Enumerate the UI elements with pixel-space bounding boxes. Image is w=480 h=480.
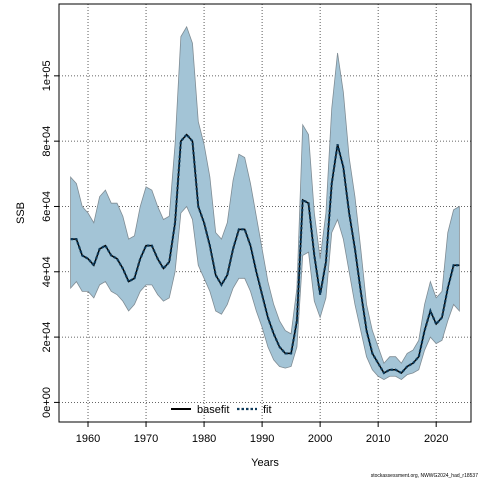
confidence-band xyxy=(70,25,460,381)
legend: basefit fit xyxy=(171,404,272,416)
y-tick-label: 4e+04 xyxy=(41,256,53,287)
series-line-fit xyxy=(70,132,460,375)
plot-frame xyxy=(58,3,472,423)
y-tick-label: 0e+00 xyxy=(41,387,53,418)
x-axis-title: Years xyxy=(251,457,279,469)
y-axis: 0e+00 2e+04 4e+04 6e+04 8e+04 1e+05 xyxy=(41,60,59,418)
footer-credit: stockassessment.org, NWWG2024_had_r18537 xyxy=(371,473,478,479)
x-tick-label: 1990 xyxy=(250,433,274,445)
y-tick-label: 2e+04 xyxy=(41,322,53,353)
x-tick-label: 2020 xyxy=(424,433,448,445)
x-tick-label: 1960 xyxy=(76,433,100,445)
x-tick-label: 2010 xyxy=(366,433,390,445)
y-tick-label: 6e+04 xyxy=(41,191,53,222)
x-tick-label: 2000 xyxy=(308,433,332,445)
y-axis-title: SSB xyxy=(15,202,27,224)
series-lines xyxy=(70,132,460,375)
y-tick-label: 1e+05 xyxy=(41,60,53,91)
y-tick-label: 8e+04 xyxy=(41,126,53,157)
x-axis: 1960 1970 1980 1990 2000 2010 2020 xyxy=(76,422,448,445)
legend-label-basefit: basefit xyxy=(197,404,229,416)
x-tick-label: 1980 xyxy=(192,433,216,445)
x-tick-label: 1970 xyxy=(134,433,158,445)
legend-label-fit: fit xyxy=(263,404,272,416)
